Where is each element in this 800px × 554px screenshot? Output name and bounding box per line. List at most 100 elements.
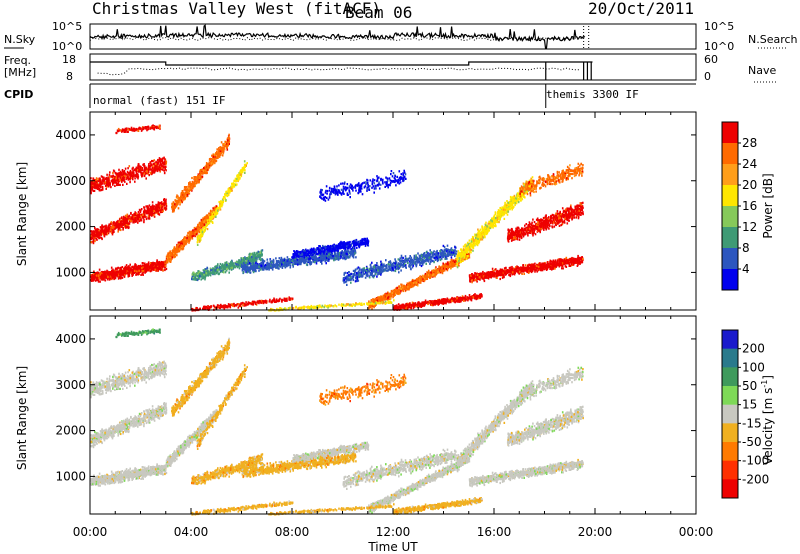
power-cell [216, 152, 218, 154]
power-cell [130, 212, 132, 214]
power-cell [100, 226, 102, 228]
power-cell [117, 230, 119, 232]
power-cell [143, 127, 145, 129]
power-cell [212, 222, 214, 224]
power-cell [266, 266, 268, 268]
nsky-frame [90, 24, 696, 49]
power-cell [201, 233, 203, 235]
power-cell [157, 159, 159, 161]
power-cell [196, 230, 198, 232]
power-cell [200, 175, 202, 177]
power-cell [94, 227, 96, 229]
power-cell [118, 278, 120, 280]
power-cell [217, 207, 219, 209]
power-cell [206, 168, 208, 170]
power-cell [101, 230, 103, 232]
power-cell [142, 174, 144, 176]
power-cell [231, 183, 233, 185]
power-cell [229, 137, 231, 139]
power-cell [110, 186, 112, 188]
power-cell [155, 163, 157, 165]
power-cell [231, 269, 233, 271]
power-cell [225, 271, 227, 273]
power-cell [197, 275, 199, 277]
power-cell [114, 273, 116, 275]
power-cell [122, 270, 124, 272]
freq-trace [90, 62, 592, 80]
power-cell [210, 218, 212, 220]
nsky-tick-low: 10^0 [52, 40, 82, 53]
power-cell [173, 255, 175, 257]
power-cell [146, 126, 148, 128]
power-cell [220, 201, 222, 203]
cpid-row: CPID normal (fast) 151 IF themis 3300 IF [4, 84, 696, 108]
power-cell [151, 169, 153, 171]
nsearch-tick-low: 10^0 [704, 40, 734, 53]
power-cell [182, 239, 184, 241]
power-cell [150, 127, 152, 129]
power-cell [104, 235, 106, 237]
power-cell [151, 211, 153, 213]
power-cell [225, 191, 227, 193]
power-cell [91, 189, 93, 191]
power-cell [115, 225, 117, 227]
power-cell [162, 263, 164, 265]
power-cell [161, 159, 163, 161]
power-cell [125, 225, 127, 227]
power-cell [115, 268, 117, 270]
power-cell [153, 264, 155, 266]
power-cell [134, 270, 136, 272]
power-cell [179, 199, 181, 201]
power-cell [140, 215, 142, 217]
power-cell [202, 277, 204, 279]
power-cell [229, 191, 231, 193]
power-cell [259, 255, 261, 257]
power-cell [215, 265, 217, 267]
power-cell [147, 269, 149, 271]
power-cell [190, 236, 192, 238]
power-cell [208, 271, 210, 273]
power-cell [335, 257, 337, 259]
power-cell [135, 263, 137, 265]
power-cell [248, 254, 250, 256]
power-cell [166, 262, 168, 264]
nsky-trace [90, 25, 585, 48]
power-cell [112, 184, 114, 186]
power-cell [134, 214, 136, 216]
power-cell [149, 162, 151, 164]
power-cell [140, 171, 142, 173]
power-cell [316, 258, 318, 260]
power-cell [255, 255, 257, 257]
power-cell [129, 165, 131, 167]
power-cell [147, 128, 149, 130]
power-cell [215, 209, 217, 211]
power-cell [189, 239, 191, 241]
power-cell [233, 266, 235, 268]
power-cell [160, 269, 162, 271]
power-cell [173, 209, 175, 211]
power-cell [180, 193, 182, 195]
power-cell [101, 175, 103, 177]
power-cell [189, 233, 191, 235]
power-cell [121, 217, 123, 219]
power-cell [231, 260, 233, 262]
power-cell [159, 209, 161, 211]
power-cell [119, 227, 121, 229]
power-cell [240, 257, 242, 259]
power-cell [143, 219, 145, 221]
power-cell [91, 241, 93, 243]
power-cell [177, 202, 179, 204]
power-cell [103, 275, 105, 277]
power-cell [93, 278, 95, 280]
power-cell [178, 248, 180, 250]
power-cell [159, 266, 161, 268]
power-cell [307, 261, 309, 263]
power-cell [197, 224, 199, 226]
power-cell [184, 194, 186, 196]
power-cell [244, 160, 246, 162]
power-cell [122, 219, 124, 221]
power-cell [109, 171, 111, 173]
power-cell [104, 271, 106, 273]
power-cell [124, 268, 126, 270]
power-cell [148, 126, 150, 128]
